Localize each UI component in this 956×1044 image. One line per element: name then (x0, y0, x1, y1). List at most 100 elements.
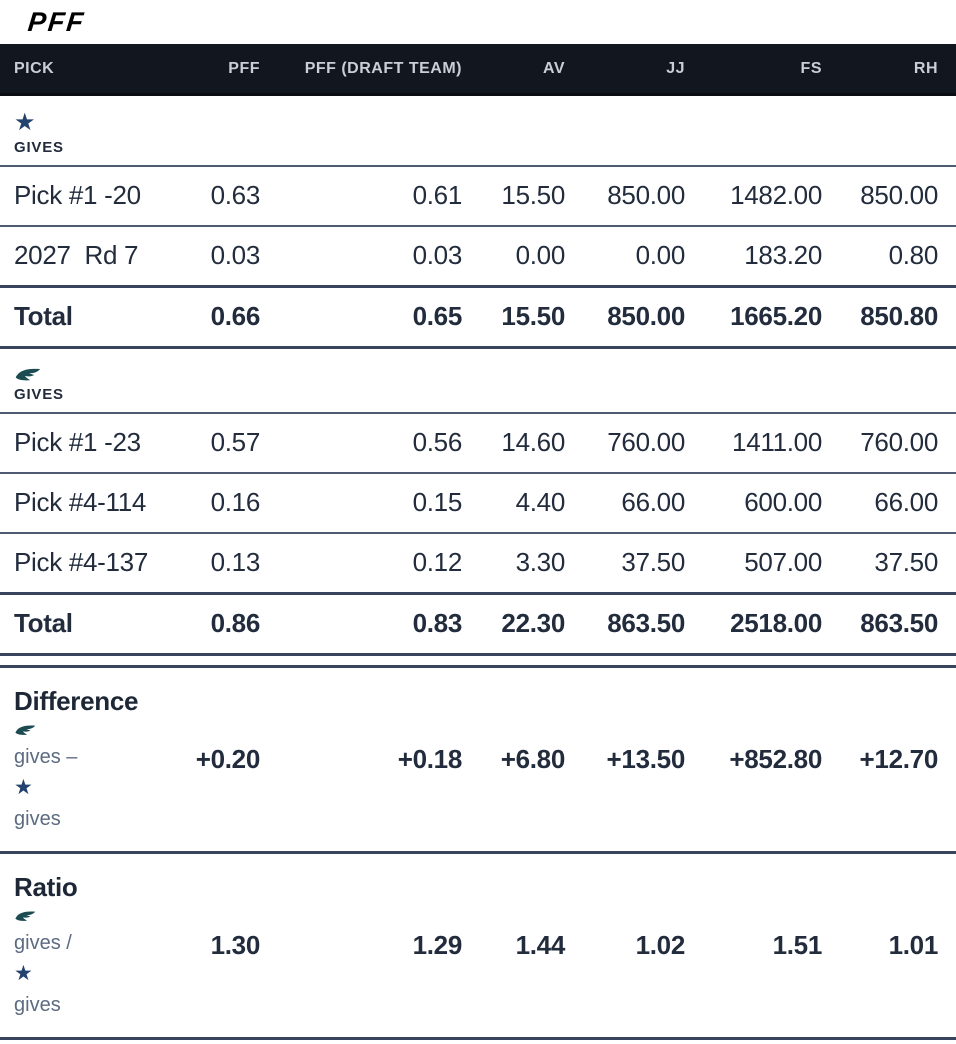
cowboys-star-icon: ★ (14, 109, 36, 136)
cell-pff-draft-team: 0.56 (260, 413, 462, 474)
pick-label: Pick #1 -23 (0, 413, 170, 474)
cell-jj: 66.00 (565, 473, 685, 534)
cell-jj: 760.00 (565, 413, 685, 474)
cell-av: 14.60 (462, 413, 565, 474)
cell-rh: 760.00 (822, 413, 956, 474)
cell-rh: 850.00 (822, 166, 956, 227)
header-row: PICK PFF PFF (DRAFT TEAM) AV JJ FS RH (0, 44, 956, 96)
total-jj: 850.00 (565, 285, 685, 349)
gives-label: GIVES (14, 386, 64, 403)
total-pff-draft-team: 0.65 (260, 285, 462, 349)
eagles-section-header: GIVES (0, 347, 956, 414)
eagles-wing-icon (14, 724, 170, 737)
cowboys-total-row: Total 0.66 0.65 15.50 850.00 1665.20 850… (0, 285, 956, 349)
ratio-rh: 1.01 (822, 852, 956, 1040)
pick-label: Pick #4-137 (0, 533, 170, 595)
diff-rh: +12.70 (822, 666, 956, 854)
cell-fs: 183.20 (685, 226, 822, 288)
column-header-pff: PFF (170, 44, 260, 96)
difference-title: Difference (14, 686, 139, 716)
trade-value-table: PICK PFF PFF (DRAFT TEAM) AV JJ FS RH ★ … (0, 44, 956, 1040)
cell-pff-draft-team: 0.15 (260, 473, 462, 534)
cell-pff: 0.16 (170, 473, 260, 534)
total-jj: 863.50 (565, 592, 685, 656)
pick-label: Pick #1 -20 (0, 166, 170, 227)
summary-section: Difference gives – ★ gives +0.20 +0.18 +… (0, 666, 956, 1040)
cell-av: 0.00 (462, 226, 565, 288)
cell-pff: 0.13 (170, 533, 260, 595)
column-header-rh: RH (822, 44, 956, 96)
table-header: PICK PFF PFF (DRAFT TEAM) AV JJ FS RH (0, 44, 956, 96)
gives-label: GIVES (14, 139, 64, 156)
cell-jj: 37.50 (565, 533, 685, 595)
cell-pff: 0.63 (170, 166, 260, 227)
pick-label: 2027 Rd 7 (0, 226, 170, 288)
cell-jj: 850.00 (565, 166, 685, 227)
total-pff: 0.86 (170, 592, 260, 656)
cell-pff: 0.57 (170, 413, 260, 474)
cowboys-star-icon: ★ (14, 962, 33, 985)
table-row: 2027 Rd 7 0.03 0.03 0.00 0.00 183.20 0.8… (0, 226, 956, 288)
eagles-wing-icon (14, 367, 956, 383)
eagles-wing-icon (14, 910, 170, 923)
difference-formula-bottom: gives (14, 808, 61, 830)
total-fs: 2518.00 (685, 592, 822, 656)
cell-fs: 507.00 (685, 533, 822, 595)
bottom-spacer (0, 1040, 956, 1044)
pick-label: Pick #4-114 (0, 473, 170, 534)
total-fs: 1665.20 (685, 285, 822, 349)
diff-av: +6.80 (462, 666, 565, 854)
diff-jj: +13.50 (565, 666, 685, 854)
ratio-formula-top: gives / (14, 932, 72, 954)
total-label: Total (0, 285, 170, 349)
ratio-pff-draft-team: 1.29 (260, 852, 462, 1040)
cell-fs: 1411.00 (685, 413, 822, 474)
table-row: Pick #4-114 0.16 0.15 4.40 66.00 600.00 … (0, 473, 956, 534)
ratio-pff: 1.30 (170, 852, 260, 1040)
cell-rh: 37.50 (822, 533, 956, 595)
difference-label-block: Difference gives – ★ gives (0, 666, 170, 854)
ratio-row: Ratio gives / ★ gives 1.30 1.29 1.44 1.0… (0, 852, 956, 1040)
eagles-gives-section: GIVES Pick #1 -23 0.57 0.56 14.60 760.00… (0, 347, 956, 668)
table-row: Pick #4-137 0.13 0.12 3.30 37.50 507.00 … (0, 533, 956, 595)
column-header-av: AV (462, 44, 565, 96)
cowboys-star-icon: ★ (14, 776, 33, 799)
ratio-fs: 1.51 (685, 852, 822, 1040)
ratio-av: 1.44 (462, 852, 565, 1040)
column-header-pick: PICK (0, 44, 170, 96)
cell-fs: 600.00 (685, 473, 822, 534)
cell-av: 4.40 (462, 473, 565, 534)
cowboys-section-header: ★ GIVES (0, 94, 956, 167)
pff-logo: PFF (26, 6, 87, 37)
difference-formula-top: gives – (14, 746, 78, 768)
diff-pff: +0.20 (170, 666, 260, 854)
cell-rh: 0.80 (822, 226, 956, 288)
total-av: 15.50 (462, 285, 565, 349)
total-rh: 863.50 (822, 592, 956, 656)
cell-av: 3.30 (462, 533, 565, 595)
ratio-label-block: Ratio gives / ★ gives (0, 852, 170, 1040)
cell-fs: 1482.00 (685, 166, 822, 227)
cell-av: 15.50 (462, 166, 565, 227)
column-header-fs: FS (685, 44, 822, 96)
cell-pff-draft-team: 0.61 (260, 166, 462, 227)
difference-row: Difference gives – ★ gives +0.20 +0.18 +… (0, 666, 956, 854)
column-header-pff-draft-team: PFF (DRAFT TEAM) (260, 44, 462, 96)
cowboys-gives-section: ★ GIVES Pick #1 -20 0.63 0.61 15.50 850.… (0, 94, 956, 349)
ratio-title: Ratio (14, 872, 78, 902)
eagles-total-row: Total 0.86 0.83 22.30 863.50 2518.00 863… (0, 592, 956, 656)
cell-pff-draft-team: 0.12 (260, 533, 462, 595)
ratio-jj: 1.02 (565, 852, 685, 1040)
cell-pff: 0.03 (170, 226, 260, 288)
ratio-formula-bottom: gives (14, 994, 61, 1016)
diff-pff-draft-team: +0.18 (260, 666, 462, 854)
total-pff-draft-team: 0.83 (260, 592, 462, 656)
cell-jj: 0.00 (565, 226, 685, 288)
total-rh: 850.80 (822, 285, 956, 349)
total-av: 22.30 (462, 592, 565, 656)
table-row: Pick #1 -20 0.63 0.61 15.50 850.00 1482.… (0, 166, 956, 227)
section-divider (0, 654, 956, 668)
top-brand-bar: PFF (0, 0, 956, 44)
total-label: Total (0, 592, 170, 656)
